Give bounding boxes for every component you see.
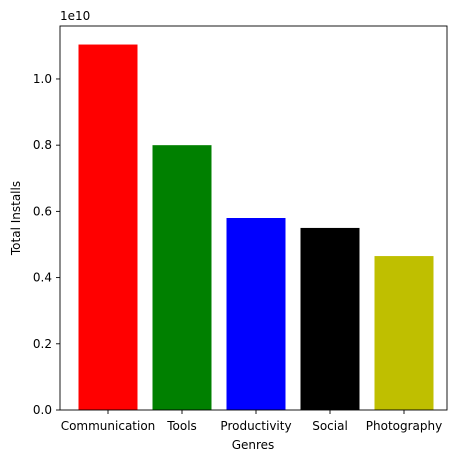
bar-productivity xyxy=(226,218,286,410)
y-tick-label: 0.8 xyxy=(33,138,52,152)
x-tick-label: Productivity xyxy=(220,419,291,433)
y-axis-multiplier: 1e10 xyxy=(60,9,90,23)
y-tick-label: 1.0 xyxy=(33,72,52,86)
x-axis: Communication Tools Productivity Social Phot… xyxy=(61,410,442,433)
y-tick-label: 0.2 xyxy=(33,337,52,351)
x-tick-label: Photography xyxy=(366,419,442,433)
plot-frame xyxy=(59,25,448,411)
bar-photography xyxy=(374,256,434,410)
y-tick-label: 0.6 xyxy=(33,204,52,218)
y-axis: 0.0 0.2 0.4 0.6 0.8 1.0 xyxy=(33,72,60,417)
x-axis-label: Genres xyxy=(232,438,275,452)
y-axis-label: Total Installs xyxy=(9,181,23,256)
bar-social xyxy=(300,227,360,410)
x-tick-label: Communication xyxy=(61,419,156,433)
bars-layer xyxy=(78,44,434,410)
x-tick-label: Social xyxy=(312,419,348,433)
bar-tools xyxy=(152,145,212,410)
bar-communication xyxy=(78,44,138,410)
y-tick-label: 0.0 xyxy=(33,403,52,417)
y-tick-label: 0.4 xyxy=(33,271,52,285)
x-tick-label: Tools xyxy=(166,419,197,433)
